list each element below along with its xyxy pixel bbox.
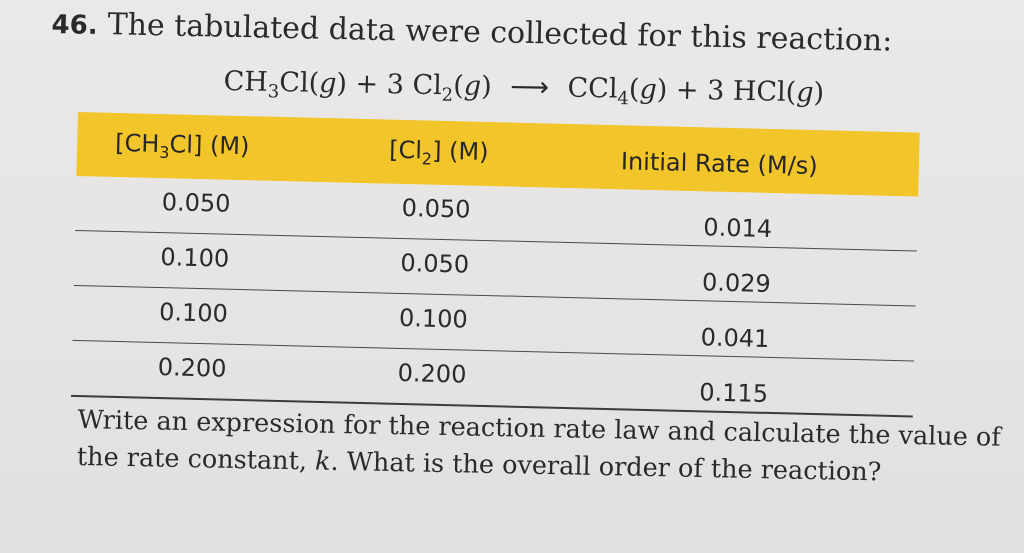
data-table: [CH3Cl] (M) [Cl2] (M) Initial Rate (M/s)… [71,112,920,418]
problem-number: 46. [51,9,98,41]
eq-ch-sub: 3 [267,81,280,103]
header-ch3cl: [CH3Cl] (M) [114,128,250,163]
cell-ch3cl: 0.200 [157,353,227,383]
rate-constant-symbol: k [314,446,331,477]
eq-state-2: g [463,70,482,102]
header-cl2: [Cl2] (M) [388,135,489,169]
eq-plus-cl: + 3 Cl [355,68,443,102]
question-part-2: . What is the overall order of the react… [330,446,882,488]
reaction-arrow-icon: ⟶ [509,71,550,104]
eq-ccl4-sub: 4 [617,87,629,110]
cell-rate: 0.115 [698,378,769,408]
eq-state-1: g [318,67,337,100]
eq-ch: CH [223,65,269,98]
cell-ch3cl: 0.100 [160,243,230,273]
header-rate: Initial Rate (M/s) [620,147,818,181]
cell-rate: 0.014 [703,213,773,243]
eq-state-3: g [639,73,658,106]
eq-close-4: ) [813,77,825,109]
reaction-equation: CH3Cl(g) + 3 Cl2(g) ⟶ CCl4(g) + 3 HCl(g) [223,64,824,121]
eq-cl: Cl( [279,67,320,99]
eq-state-4: g [795,76,814,109]
cell-ch3cl: 0.050 [161,188,231,218]
cell-cl2: 0.050 [400,248,470,279]
problem-title: 46. The tabulated data were collected for… [51,4,893,63]
eq-close-3: ) [656,74,668,106]
eq-ccl: CCl [567,72,618,105]
eq-plus-hcl: + 3 HCl( [675,74,797,108]
cell-ch3cl: 0.100 [158,298,229,328]
cell-rate: 0.041 [700,323,770,353]
cell-cl2: 0.050 [401,193,471,224]
problem-title-text: The tabulated data were collected for th… [107,7,893,59]
cell-cl2: 0.200 [397,358,467,389]
eq-close-2: ) [480,70,492,103]
eq-open-3: ( [628,73,640,105]
eq-cl2-sub: 2 [441,84,454,106]
cell-rate: 0.029 [701,268,772,298]
eq-close-1: ) [336,68,348,100]
cell-cl2: 0.100 [398,303,469,334]
